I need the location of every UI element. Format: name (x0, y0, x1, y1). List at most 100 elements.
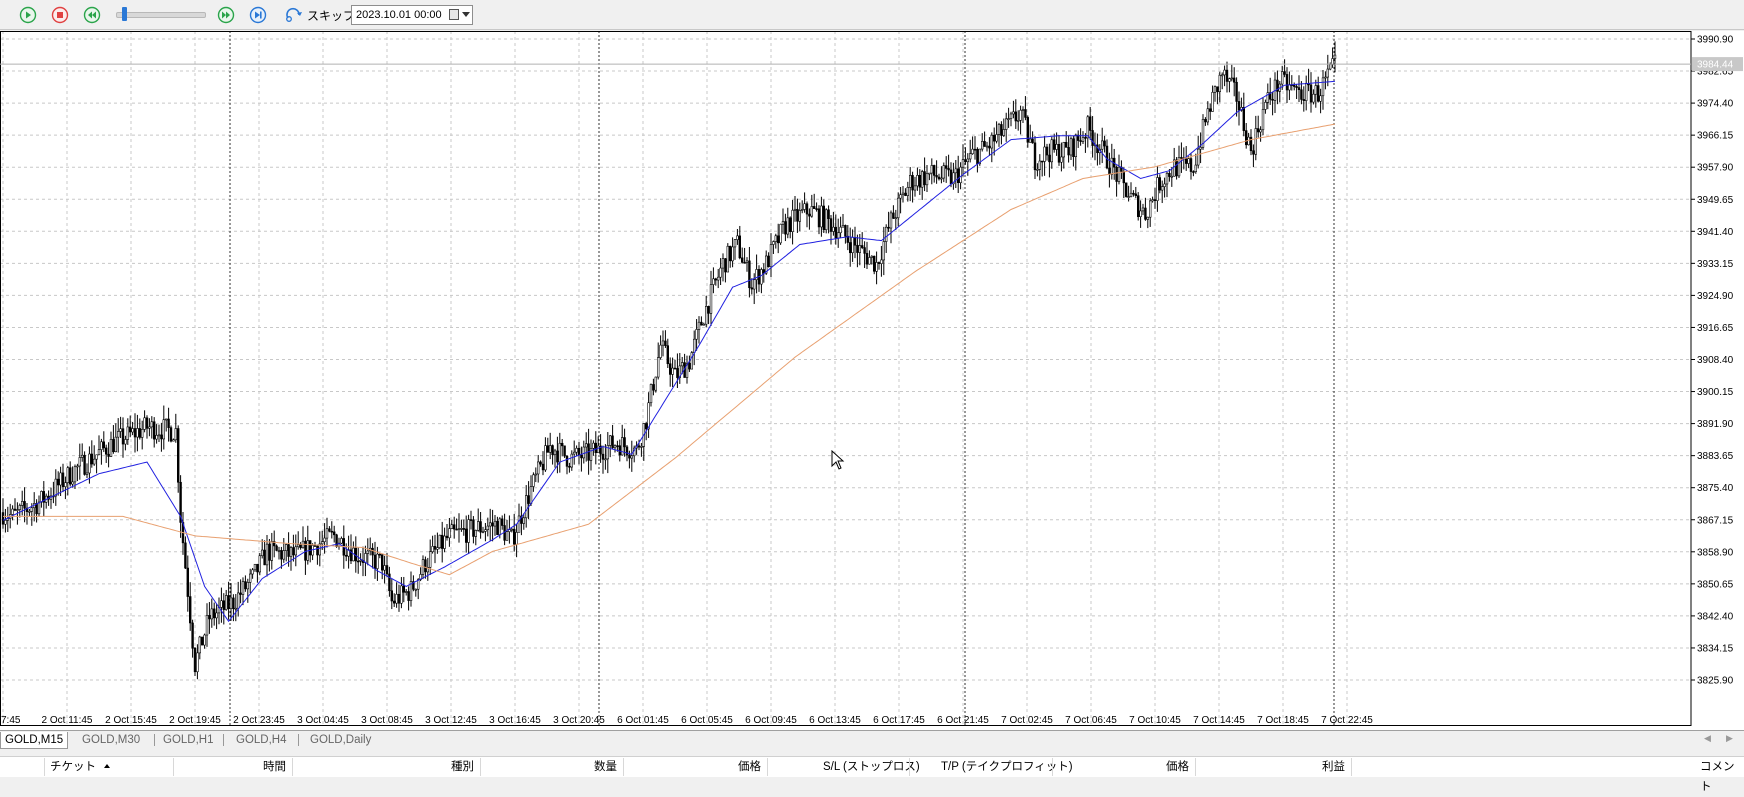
column-header-volume[interactable]: 数量 (594, 761, 617, 773)
candle-bull (1029, 138, 1032, 143)
candle-bull (712, 278, 715, 285)
candle-bull (1261, 109, 1265, 131)
candle-bull (889, 212, 893, 229)
candle-bear (1204, 119, 1207, 123)
tab-scroll-left-icon[interactable]: ◀ (1704, 733, 1711, 743)
skip-date-value: 2023.10.01 00:00 (356, 9, 442, 21)
fast-forward-button[interactable] (217, 6, 235, 24)
speed-slider-thumb[interactable] (122, 7, 127, 21)
price-chart[interactable]: 7:45 2 Oct 11:45 2 Oct 15:45 2 Oct 19:45 2 O… (0, 31, 1744, 730)
candle-bear (983, 141, 986, 147)
candle-bear (1300, 89, 1303, 100)
x-axis-tick-label: 2 Oct 15:45 (105, 715, 157, 726)
candle-bull (1170, 175, 1174, 178)
candle-bull (630, 455, 634, 459)
tab-scroll-right-icon[interactable]: ▶ (1726, 733, 1733, 743)
candle-bear (863, 247, 866, 254)
candle-bear (186, 567, 189, 597)
tab-gold-m30[interactable]: GOLD,M30 (82, 734, 141, 746)
x-axis-tick-label: 6 Oct 17:45 (873, 715, 925, 726)
candle-bear (491, 522, 494, 527)
tab-gold-h4[interactable]: GOLD,H4 (236, 734, 287, 746)
candle-bear (1269, 92, 1272, 100)
candle-bear (356, 560, 360, 563)
candle-bull (117, 431, 120, 438)
candle-bear (373, 554, 377, 569)
candle-bear (676, 368, 679, 378)
candle-bear (328, 528, 331, 532)
candle-bull (157, 434, 161, 437)
candle-bull (755, 269, 758, 281)
column-header-price[interactable]: 価格 (738, 761, 761, 773)
candle-bull (930, 165, 934, 174)
candle-bear (371, 547, 374, 556)
candle-bear (556, 450, 559, 463)
candle-bull (1002, 129, 1006, 136)
candle-bear (227, 595, 230, 609)
column-header-time[interactable]: 時間 (263, 761, 286, 773)
candle-bear (788, 217, 792, 232)
candle-bear (177, 428, 180, 483)
column-header-profit[interactable]: 利益 (1322, 761, 1345, 773)
candle-bull (721, 258, 725, 269)
candle-bear (637, 445, 641, 448)
candle-bear (232, 597, 235, 610)
x-axis-tick-label: 7 Oct 14:45 (1193, 715, 1245, 726)
candle-bull (913, 185, 917, 191)
candle-bear (1317, 85, 1320, 102)
candle-bull (1081, 137, 1085, 142)
candle-bear (201, 636, 204, 646)
candle-bull (325, 528, 329, 539)
candle-bull (210, 608, 213, 620)
candle-bull (719, 267, 722, 278)
y-axis-tick-label: 3891.90 (1697, 419, 1734, 430)
column-header-comment[interactable]: コメント (1700, 761, 1735, 793)
candle-bear (808, 213, 811, 217)
column-divider (909, 758, 910, 776)
skip-to-end-button[interactable] (249, 6, 267, 24)
rewind-button[interactable] (83, 6, 101, 24)
candle-bull (959, 166, 962, 184)
candle-bull (114, 436, 118, 453)
column-header-ticket[interactable]: チケット (50, 761, 96, 773)
candlestick-chart[interactable]: 7:45 2 Oct 11:45 2 Oct 15:45 2 Oct 19:45 2 O… (0, 31, 1744, 730)
skip-refresh-icon[interactable] (284, 6, 304, 24)
candle-bear (560, 442, 564, 447)
candle-bear (1122, 171, 1126, 184)
candle-bull (613, 445, 617, 449)
tab-gold-h1[interactable]: GOLD,H1 (163, 734, 214, 746)
candle-bull (265, 543, 269, 566)
play-button[interactable] (19, 6, 37, 24)
candle-bull (253, 563, 257, 571)
candle-bull (414, 588, 417, 591)
candle-bear (822, 205, 826, 231)
stop-button[interactable] (51, 6, 69, 24)
column-header-stop-loss[interactable]: S/L (ストップロス) (823, 761, 920, 773)
column-header-price-current[interactable]: 価格 (1166, 761, 1189, 773)
speed-slider-track[interactable] (116, 12, 206, 18)
candle-bull (584, 443, 588, 448)
candle-bull (1161, 186, 1164, 191)
candle-bear (616, 445, 619, 447)
candle-bull (136, 428, 139, 438)
chevron-down-icon[interactable] (462, 12, 470, 17)
x-axis-tick-label: 6 Oct 01:45 (617, 715, 669, 726)
tab-gold-m15[interactable]: GOLD,M15 (0, 732, 69, 749)
candle-bull (640, 446, 643, 448)
candle-bull (100, 441, 103, 450)
column-header-take-profit[interactable]: T/P (テイクプロフィット) (941, 761, 1073, 773)
candle-bear (1189, 158, 1193, 172)
candle-bull (1129, 192, 1133, 197)
candle-bear (1293, 84, 1296, 87)
candle-bull (920, 171, 924, 188)
candle-bear (424, 559, 427, 573)
candle-bear (520, 515, 523, 524)
candle-bull (716, 276, 720, 281)
tab-gold-daily[interactable]: GOLD,Daily (310, 734, 372, 746)
skip-label[interactable]: スキップ (307, 9, 356, 23)
calendar-icon[interactable] (449, 9, 459, 20)
candle-bear (644, 423, 648, 430)
skip-date-input[interactable]: 2023.10.01 00:00 (351, 5, 473, 25)
candle-bear (1209, 108, 1212, 112)
column-header-type[interactable]: 種別 (451, 761, 474, 773)
